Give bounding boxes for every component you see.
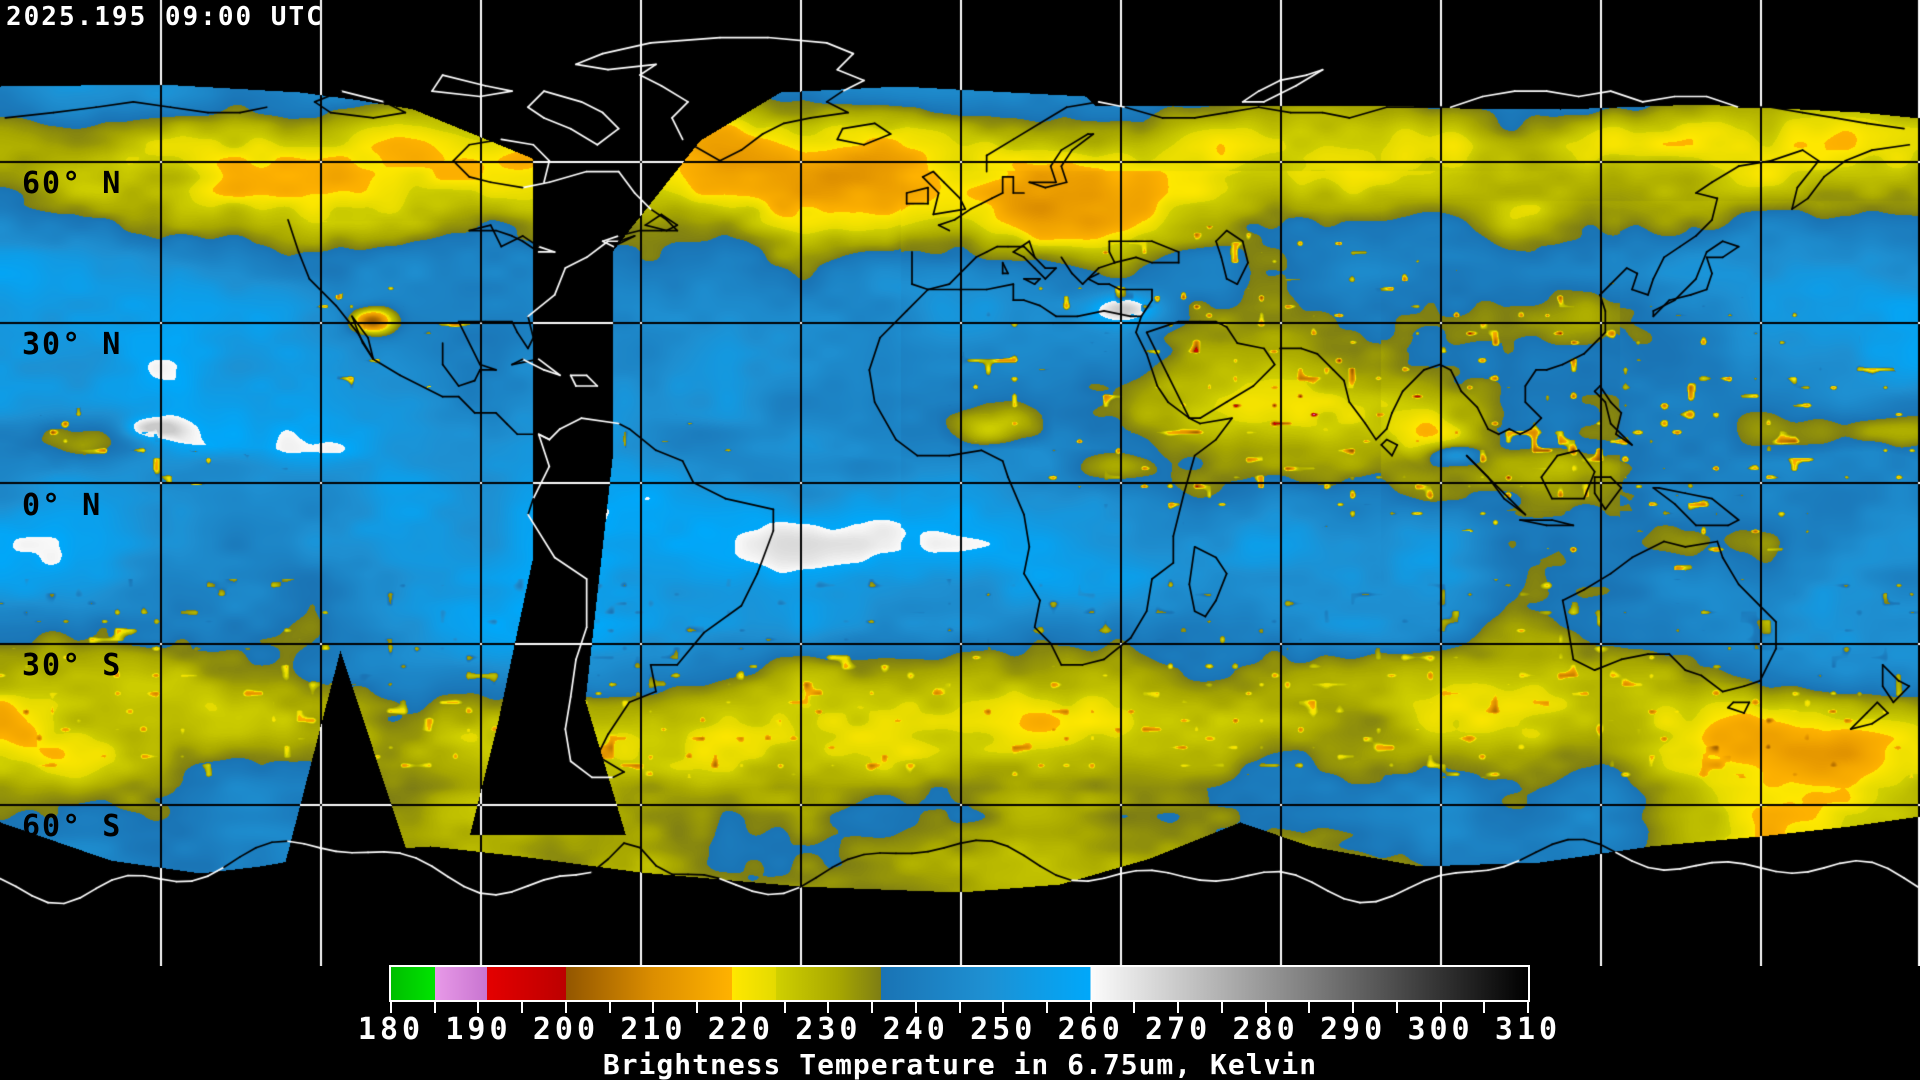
timestamp-label: 2025.195 09:00 UTC: [6, 2, 324, 32]
colorbar-tick-label: 230: [795, 1012, 862, 1047]
colorbar-tick: [1352, 1002, 1355, 1013]
colorbar-tick: [564, 1002, 567, 1013]
colorbar-tick-label: 260: [1057, 1012, 1124, 1047]
latitude-label: 60° N: [22, 165, 123, 201]
colorbar-tick: [1527, 1002, 1529, 1013]
colorbar-title: Brightness Temperature in 6.75um, Kelvin: [602, 1048, 1318, 1080]
colorbar-tick-label: 300: [1407, 1012, 1474, 1047]
colorbar-tick: [1395, 1002, 1398, 1013]
colorbar-tick-label: 200: [532, 1012, 600, 1047]
colorbar-tick: [827, 1002, 830, 1013]
water-vapor-map-canvas: [0, 0, 1920, 966]
colorbar-tick: [1439, 1002, 1442, 1013]
colorbar-tick: [652, 1002, 655, 1013]
colorbar-tick: [608, 1002, 611, 1013]
colorbar-tick: [871, 1002, 874, 1013]
colorbar-tick-label: 190: [445, 1012, 512, 1047]
colorbar-tick: [1308, 1002, 1311, 1013]
colorbar-tick: [1177, 1002, 1180, 1013]
latitude-label: 30° N: [22, 326, 123, 362]
colorbar-tick: [390, 1002, 392, 1013]
colorbar-tick: [739, 1002, 742, 1013]
colorbar-tick-label: 290: [1319, 1012, 1387, 1047]
latitude-label: 60° S: [22, 809, 123, 845]
colorbar-tick: [477, 1002, 480, 1013]
colorbar-tick-label: 310: [1494, 1012, 1562, 1047]
colorbar-tick: [433, 1002, 436, 1013]
colorbar-tick: [958, 1002, 961, 1013]
colorbar-tick: [1089, 1002, 1092, 1013]
colorbar-tick: [1220, 1002, 1223, 1013]
colorbar-tick: [914, 1002, 917, 1013]
colorbar-tick: [1045, 1002, 1048, 1013]
colorbar-tick: [696, 1002, 699, 1013]
colorbar-tick-label: 250: [970, 1012, 1037, 1047]
colorbar-tick: [1133, 1002, 1136, 1013]
colorbar-tick: [783, 1002, 786, 1013]
colorbar-tick: [1264, 1002, 1267, 1013]
colorbar-tick-label: 280: [1232, 1012, 1299, 1047]
colorbar-tick: [521, 1002, 524, 1013]
colorbar-tick-label: 180: [357, 1012, 425, 1047]
colorbar-tick: [1002, 1002, 1005, 1013]
colorbar-tick: [1483, 1002, 1486, 1013]
colorbar-tick-label: 240: [882, 1012, 949, 1047]
colorbar-tick-label: 220: [707, 1012, 774, 1047]
colorbar-tick-label: 270: [1145, 1012, 1212, 1047]
latitude-label: 0° N: [22, 487, 103, 523]
latitude-label: 30° S: [22, 648, 123, 684]
colorbar-gradient: [389, 965, 1530, 1002]
colorbar-tick-label: 210: [620, 1012, 687, 1047]
